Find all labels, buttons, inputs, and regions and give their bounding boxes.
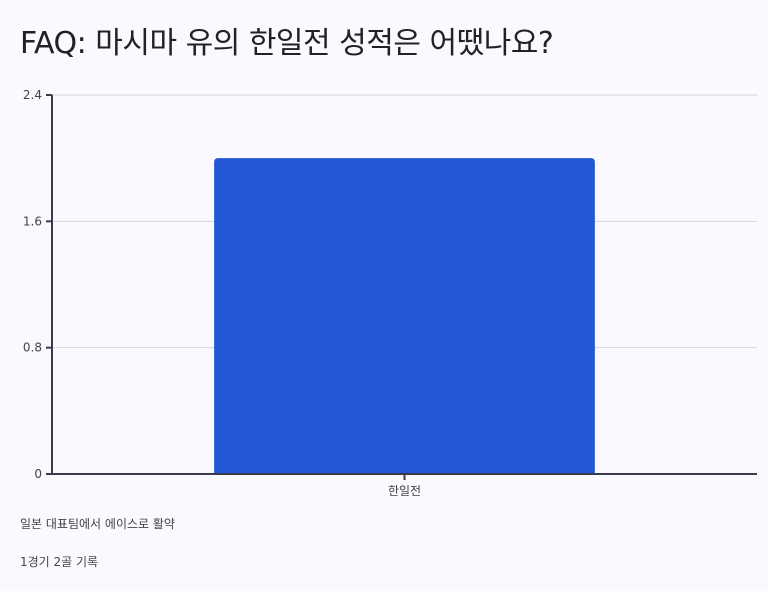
y-tick-label: 0 bbox=[34, 467, 42, 481]
note-1: 일본 대표팀에서 에이스로 활약 bbox=[20, 517, 175, 531]
x-tick-label: 한일전 bbox=[388, 484, 421, 498]
note-2: 1경기 2골 기록 bbox=[20, 555, 99, 569]
page-title: FAQ: 마시마 유의 한일전 성적은 어땠나요? bbox=[20, 26, 554, 61]
y-tick-label: 1.6 bbox=[23, 214, 42, 228]
y-tick-label: 0.8 bbox=[23, 341, 42, 355]
y-tick-label: 2.4 bbox=[23, 88, 42, 102]
bar bbox=[214, 158, 595, 474]
bar-chart: 0 0.8 1.6 2.4 한일전 bbox=[23, 88, 757, 498]
